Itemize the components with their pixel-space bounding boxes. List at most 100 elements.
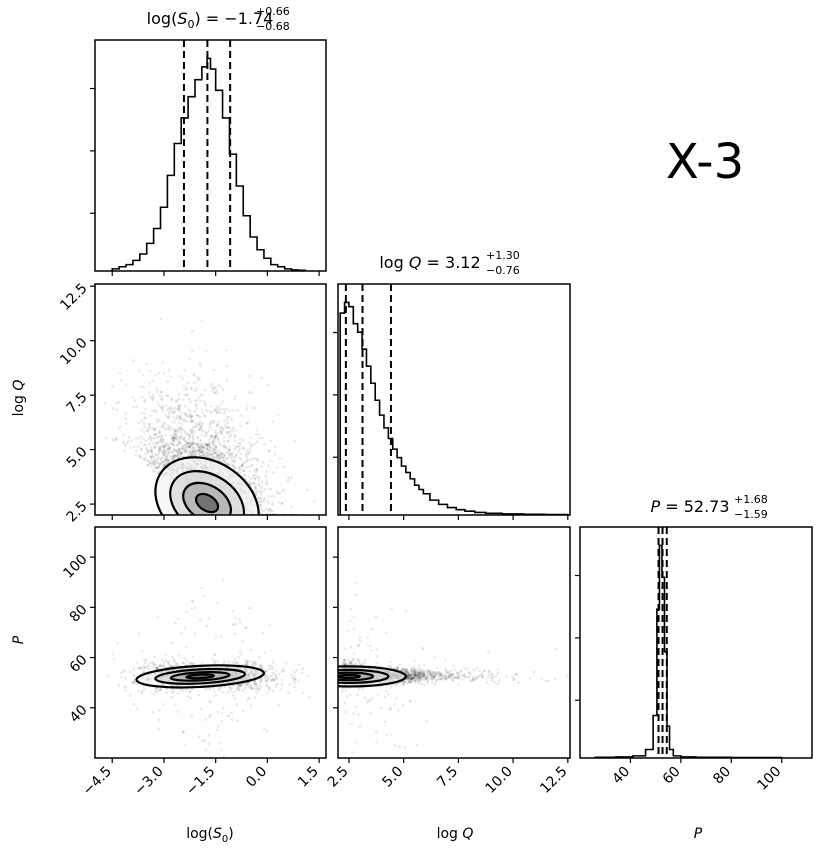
scatter-point	[203, 454, 207, 458]
scatter-point	[167, 451, 171, 454]
scatter-point	[282, 488, 286, 492]
scatter-point	[241, 689, 245, 692]
scatter-point	[191, 419, 195, 422]
scatter-point	[237, 688, 241, 692]
scatter-point	[153, 433, 157, 436]
scatter-point	[268, 448, 271, 452]
scatter-point	[150, 397, 154, 400]
scatter-point	[150, 439, 153, 443]
scatter-point	[124, 677, 127, 681]
scatter-point	[123, 668, 126, 672]
scatter-point	[189, 428, 192, 431]
scatter-point	[258, 476, 261, 479]
scatter-point	[301, 667, 305, 671]
scatter-point	[162, 372, 166, 375]
scatter-point	[151, 393, 155, 397]
scatter-point	[194, 450, 198, 454]
scatter-point	[210, 449, 213, 453]
scatter-point	[305, 488, 309, 492]
scatter-point	[237, 618, 241, 622]
scatter-point	[147, 459, 150, 463]
scatter-point	[149, 450, 153, 453]
scatter-point	[253, 696, 257, 699]
scatter-point	[129, 694, 132, 697]
scatter-point	[151, 711, 154, 714]
scatter-point	[271, 661, 275, 664]
scatter-point	[255, 685, 258, 689]
scatter-point	[213, 409, 216, 412]
scatter-point	[181, 445, 184, 449]
scatter-point	[152, 665, 155, 668]
scatter-point	[269, 494, 272, 498]
scatter-point	[220, 427, 224, 430]
scatter-point	[166, 427, 170, 431]
scatter-point	[155, 666, 159, 670]
scatter-point	[269, 487, 273, 491]
scatter-point	[242, 438, 245, 442]
scatter-point	[241, 469, 245, 472]
scatter-point	[129, 446, 132, 450]
scatter-point	[172, 415, 175, 419]
scatter-point	[276, 492, 280, 495]
scatter-point	[211, 657, 215, 661]
scatter-point	[182, 437, 185, 441]
scatter-point	[188, 450, 192, 454]
scatter-point	[269, 679, 273, 682]
scatter-point	[151, 436, 154, 440]
scatter-point	[269, 674, 272, 678]
scatter-point	[174, 621, 177, 625]
scatter-point	[158, 431, 162, 435]
scatter-point	[269, 664, 272, 668]
scatter-point	[137, 632, 140, 635]
scatter-point	[165, 394, 169, 398]
scatter-point	[147, 663, 150, 667]
scatter-point	[185, 432, 189, 436]
scatter-point	[265, 691, 269, 694]
scatter-point	[211, 455, 215, 458]
title-log-q: log Q = 3.12	[379, 253, 480, 272]
scatter-point	[179, 417, 183, 421]
scatter-point	[131, 358, 135, 362]
scatter-point	[229, 462, 232, 466]
scatter-point	[260, 679, 263, 683]
scatter-point	[199, 439, 202, 443]
scatter-point	[200, 394, 204, 397]
scatter-point	[181, 661, 185, 665]
scatter-point	[237, 656, 240, 659]
scatter-point	[184, 440, 187, 443]
scatter-point	[187, 397, 191, 401]
scatter-point	[193, 399, 196, 403]
scatter-point	[253, 660, 257, 663]
scatter-point	[167, 412, 171, 416]
scatter-point	[223, 453, 226, 457]
scatter-point	[157, 718, 161, 722]
scatter-point	[184, 448, 187, 452]
scatter-point	[148, 414, 152, 418]
scatter-point	[222, 707, 225, 710]
scatter-point	[270, 678, 274, 682]
scatter-point	[160, 456, 163, 459]
scatter-point	[260, 376, 263, 380]
scatter-point	[256, 687, 260, 690]
scatter-point	[190, 430, 194, 433]
scatter-point	[152, 662, 156, 666]
scatter-point	[271, 503, 275, 506]
scatter-point	[220, 456, 224, 459]
scatter-point	[160, 441, 163, 444]
scatter-point	[206, 453, 210, 457]
scatter-point	[274, 673, 277, 676]
scatter-point	[191, 443, 194, 446]
scatter-point	[219, 429, 222, 433]
scatter-point	[292, 674, 296, 678]
scatter-point	[139, 385, 143, 388]
scatter-point	[208, 452, 212, 455]
scatter-point	[164, 414, 168, 417]
scatter-point	[197, 448, 201, 452]
scatter-point	[153, 463, 157, 466]
scatter-point	[112, 657, 116, 661]
scatter-point	[290, 673, 293, 677]
scatter-point	[238, 456, 241, 460]
scatter-point	[259, 484, 263, 488]
scatter-point	[267, 664, 270, 668]
scatter-point	[232, 459, 236, 463]
